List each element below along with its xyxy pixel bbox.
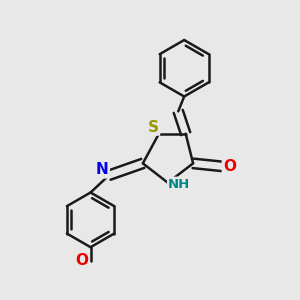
- Text: N: N: [96, 162, 109, 177]
- Text: S: S: [148, 120, 159, 135]
- Text: O: O: [223, 159, 236, 174]
- Text: O: O: [75, 253, 88, 268]
- Text: NH: NH: [168, 178, 190, 191]
